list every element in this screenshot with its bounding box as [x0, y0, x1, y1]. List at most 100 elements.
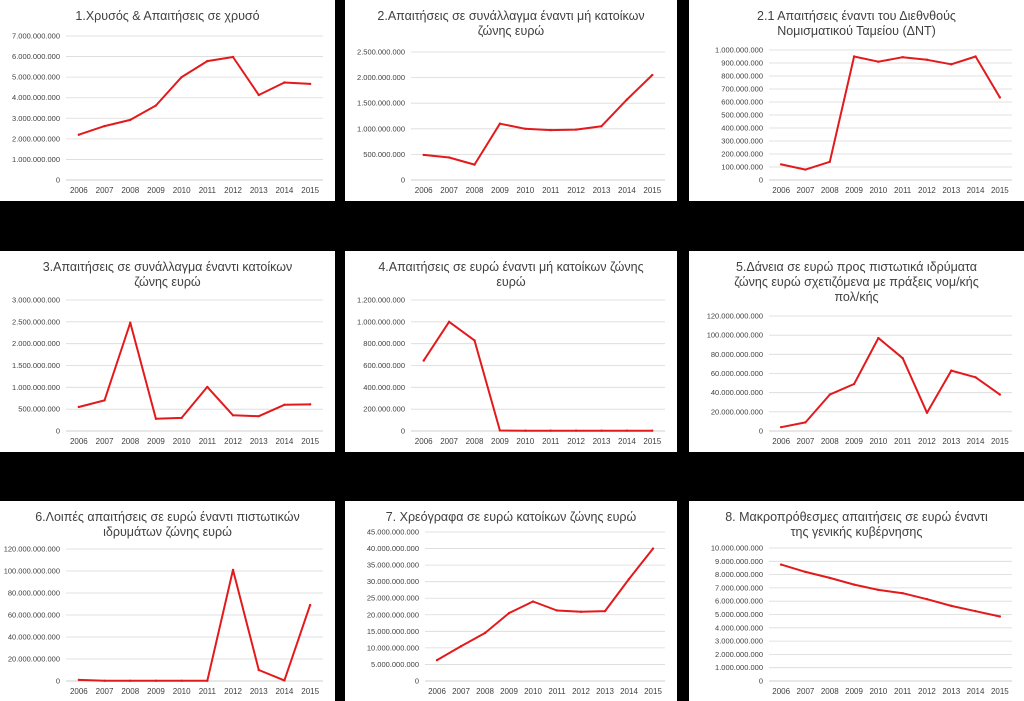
data-point: [206, 59, 209, 63]
x-tick-label: 2011: [548, 687, 566, 696]
chart-title: πολ/κής: [834, 290, 878, 304]
x-tick-label: 2010: [173, 186, 191, 195]
x-tick-label: 2009: [147, 437, 165, 446]
x-tick-label: 2013: [942, 186, 960, 195]
chart-svg-7: 6.Λοιπές απαιτήσεις σε ευρώ έναντι πιστω…: [4, 510, 323, 696]
data-point: [852, 55, 856, 58]
x-tick-label: 2010: [173, 687, 191, 696]
x-tick-label: 2011: [542, 186, 560, 195]
data-point: [779, 563, 783, 566]
x-tick-label: 2006: [772, 687, 790, 696]
x-tick-label: 2011: [894, 687, 912, 696]
y-tick-label: 80.000.000.000: [8, 589, 60, 598]
y-tick-label: 20.000.000.000: [367, 610, 419, 619]
x-tick-label: 2010: [516, 437, 534, 446]
y-tick-label: 200.000.000: [363, 405, 405, 414]
y-tick-label: 800.000.000: [363, 339, 405, 348]
y-tick-label: 1.500.000.000: [357, 99, 405, 108]
y-tick-label: 40.000.000.000: [367, 544, 419, 553]
y-tick-label: 4.000.000.000: [12, 93, 60, 102]
y-tick-label: 1.000.000.000: [357, 124, 405, 133]
chart-svg-1: 1.Χρυσός & Απαιτήσεις σε χρυσό 0 1.000.000…: [12, 9, 323, 195]
data-point: [103, 124, 106, 128]
x-tick-label: 2013: [593, 186, 611, 195]
x-tick-label: 2007: [797, 687, 815, 696]
data-point: [974, 376, 977, 379]
x-tick-label: 2007: [96, 687, 114, 696]
chart-title: ζώνης ευρώ: [134, 275, 201, 289]
data-point: [950, 604, 953, 608]
x-tick-label: 2014: [276, 687, 294, 696]
data-point: [206, 679, 209, 682]
data-point: [804, 570, 807, 574]
data-point: [600, 429, 603, 432]
chart-title: 7. Χρεόγραφα σε ευρώ κατοίκων ζώνης ευρώ: [386, 510, 637, 524]
chart-title: Νομισματικού Ταμείου (ΔΝΤ): [777, 24, 936, 38]
x-tick-label: 2009: [845, 186, 863, 195]
chart-title: 1.Χρυσός & Απαιτήσεις σε χρυσό: [75, 9, 259, 23]
x-tick-label: 2010: [869, 186, 887, 195]
data-point: [231, 55, 235, 59]
data-point: [901, 55, 904, 59]
data-point: [447, 156, 451, 159]
y-tick-label: 2.000.000.000: [357, 73, 405, 82]
y-tick-label: 1.000.000.000: [715, 663, 763, 672]
y-tick-label: 500.000.000: [721, 111, 763, 120]
y-tick-label: 0: [401, 427, 405, 436]
x-tick-label: 2012: [224, 687, 242, 696]
y-tick-label: 60.000.000.000: [711, 369, 763, 378]
y-tick-label: 25.000.000.000: [367, 594, 419, 603]
y-tick-label: 60.000.000.000: [8, 611, 60, 620]
x-tick-label: 2012: [918, 186, 936, 195]
data-point: [828, 160, 831, 163]
y-tick-label: 3.000.000.000: [12, 296, 60, 305]
x-tick-label: 2014: [967, 687, 985, 696]
y-tick-label: 2.000.000.000: [12, 339, 60, 348]
data-point: [651, 547, 655, 550]
chart-svg-4: 3.Απαιτήσεις σε συνάλλαγμα έναντι κατοίκ…: [12, 260, 323, 446]
y-tick-label: 600.000.000: [721, 98, 763, 107]
data-point: [154, 417, 158, 420]
chart-title: 2.1 Απαιτήσεις έναντι του Διεθνθούς: [757, 9, 956, 23]
x-tick-label: 2015: [643, 186, 661, 195]
y-tick-label: 400.000.000: [721, 124, 763, 133]
y-tick-label: 40.000.000.000: [8, 633, 60, 642]
data-point: [925, 598, 929, 601]
data-point: [257, 93, 260, 97]
data-point: [524, 127, 527, 130]
x-tick-label: 2014: [276, 186, 294, 195]
data-point: [206, 385, 209, 389]
data-point: [998, 393, 1002, 396]
x-tick-label: 2014: [967, 186, 985, 195]
x-tick-label: 2015: [991, 437, 1009, 446]
x-tick-label: 2007: [797, 437, 815, 446]
x-tick-label: 2006: [415, 437, 433, 446]
data-point: [828, 576, 831, 580]
y-tick-label: 900.000.000: [721, 59, 763, 68]
data-point: [651, 429, 654, 432]
y-tick-label: 0: [759, 176, 763, 185]
chart-title: 6.Λοιπές απαιτήσεις σε ευρώ έναντι πιστω…: [35, 510, 300, 524]
chart-title: ζώνης ευρώ: [478, 24, 545, 38]
y-tick-label: 5.000.000.000: [715, 610, 763, 619]
x-tick-label: 2006: [70, 687, 88, 696]
x-tick-label: 2015: [643, 437, 661, 446]
series-line: [780, 55, 1001, 171]
y-tick-label: 120.000.000.000: [707, 312, 763, 321]
data-point: [925, 58, 929, 61]
chart-panel-3: 2.1 Απαιτήσεις έναντι του Διεθνθούς Νομισ…: [689, 0, 1024, 201]
data-point: [950, 369, 953, 372]
series-line: [423, 74, 653, 166]
x-tick-label: 2008: [121, 687, 139, 696]
series-line: [78, 568, 312, 682]
series-line: [78, 321, 311, 420]
y-tick-label: 300.000.000: [721, 137, 763, 146]
y-tick-label: 600.000.000: [363, 361, 405, 370]
data-point: [473, 163, 476, 166]
data-point: [549, 429, 552, 432]
y-tick-label: 40.000.000.000: [711, 388, 763, 397]
y-tick-label: 400.000.000: [363, 383, 405, 392]
x-tick-label: 2010: [524, 687, 542, 696]
data-point: [498, 122, 502, 125]
y-tick-label: 1.000.000.000: [715, 46, 763, 55]
